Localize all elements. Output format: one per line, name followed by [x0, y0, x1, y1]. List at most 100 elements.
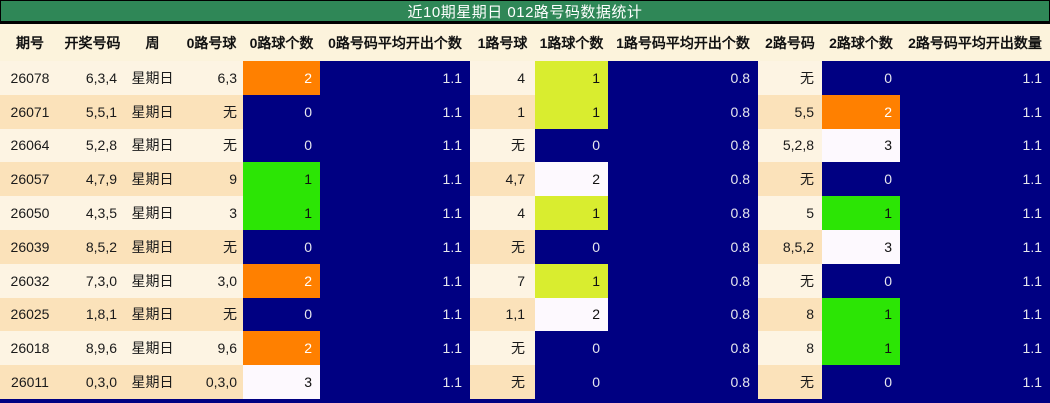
- cell-road1-count: 1: [535, 196, 608, 230]
- cell-weekday: 星期日: [131, 272, 174, 289]
- cell-road2-average: 1.1: [900, 61, 1050, 95]
- cell-road0-count: 2: [243, 263, 320, 298]
- column-header-road0-balls: 0路号球: [186, 34, 237, 51]
- column-header-road1-average: 1路号码平均开出个数: [616, 34, 750, 51]
- cell-road1-average: 0.8: [608, 61, 758, 95]
- cell-draw-numbers: 5,2,8: [85, 137, 117, 154]
- cell-road2-count: 0: [822, 365, 900, 399]
- column-header-road1-count: 1路球个数: [539, 34, 604, 51]
- table-row: 26057 4,7,9 星期日 9 1 1.1 4,7 2 0.8 无 0 1.1: [0, 162, 1050, 197]
- column-header-road2-average: 2路号码平均开出数量: [908, 34, 1042, 51]
- table-row: 26025 1,8,1 星期日无 0 1.1 1,1 2 0.8 8 1 1.1: [0, 297, 1050, 332]
- cell-road2-average: 1.1: [900, 331, 1050, 366]
- cell-road2-count: 1: [822, 297, 900, 332]
- cell-road0-balls: 9,6: [217, 340, 237, 357]
- cell-road2-average: 1.1: [900, 365, 1050, 399]
- cell-road0-count: 0: [243, 229, 320, 264]
- cell-road0-average: 1.1: [320, 297, 470, 332]
- table-row: 26018 8,9,6 星期日 9,6 2 1.1 无 0 0.8 8 1 1.1: [0, 331, 1050, 366]
- cell-draw-numbers: 6,3,4: [85, 69, 117, 86]
- column-header-road1-balls: 1路号球: [477, 34, 528, 51]
- cell-road1-average: 0.8: [608, 162, 758, 197]
- table-row: 26071 5,5,1 星期日无 0 1.1 1 1 0.8 5,5 2 1.1: [0, 94, 1050, 129]
- cell-road0-balls: 无: [223, 238, 237, 255]
- cell-road0-average: 1.1: [320, 331, 470, 366]
- cell-road1-balls: 1: [517, 103, 525, 120]
- cell-road2-average: 1.1: [900, 94, 1050, 129]
- cell-road0-balls: 6,3: [217, 69, 237, 86]
- cell-road1-average: 0.8: [608, 365, 758, 399]
- cell-weekday: 星期日: [131, 103, 174, 120]
- cell-road0-balls: 无: [223, 103, 237, 120]
- cell-road1-average: 0.8: [608, 229, 758, 264]
- cell-road0-balls: 无: [223, 137, 237, 154]
- cell-road1-count: 0: [535, 128, 608, 163]
- cell-road0-average: 1.1: [320, 365, 470, 399]
- cell-road2-balls: 无: [800, 171, 814, 188]
- cell-weekday: 星期日: [131, 238, 174, 255]
- cell-weekday: 星期日: [131, 374, 174, 391]
- column-header-weekday: 周: [145, 34, 160, 51]
- table-row: 26011 0,3,0 星期日 0,3,0 3 1.1 无 0 0.8 无 0 1.1: [0, 365, 1050, 399]
- cell-road2-average: 1.1: [900, 128, 1050, 163]
- cell-draw-numbers: 4,3,5: [85, 205, 117, 222]
- cell-period: 26025: [10, 306, 50, 323]
- cell-road0-count: 3: [243, 365, 320, 399]
- cell-road2-count: 1: [822, 196, 900, 230]
- cell-road2-balls: 8,5,2: [782, 238, 814, 255]
- cell-road2-balls: 8: [806, 340, 814, 357]
- cell-road1-balls: 无: [511, 374, 525, 391]
- cell-weekday: 星期日: [131, 69, 174, 86]
- cell-road0-average: 1.1: [320, 94, 470, 129]
- cell-road1-balls: 4,7: [505, 171, 525, 188]
- cell-draw-numbers: 4,7,9: [85, 171, 117, 188]
- cell-road1-count: 2: [535, 297, 608, 332]
- table-row: 26050 4,3,5 星期日 3 1 1.1 4 1 0.8 5 1 1.1: [0, 196, 1050, 230]
- cell-road1-average: 0.8: [608, 94, 758, 129]
- cell-period: 26011: [11, 374, 49, 391]
- cell-draw-numbers: 8,5,2: [85, 238, 117, 255]
- cell-road1-count: 1: [535, 61, 608, 95]
- column-header-road2-count: 2路球个数: [829, 34, 893, 51]
- cell-draw-numbers: 5,5,1: [85, 103, 117, 120]
- cell-weekday: 星期日: [131, 205, 174, 222]
- table-row: 26064 5,2,8 星期日无 0 1.1 无 0 0.8 5,2,8 3 1.1: [0, 128, 1050, 163]
- cell-road2-average: 1.1: [900, 162, 1050, 197]
- cell-weekday: 星期日: [131, 137, 174, 154]
- cell-road1-average: 0.8: [608, 196, 758, 230]
- cell-road0-average: 1.1: [320, 196, 470, 230]
- bottom-bar: [0, 399, 1050, 403]
- cell-road2-count: 2: [822, 94, 900, 129]
- cell-period: 26032: [10, 272, 50, 289]
- cell-road1-balls: 1,1: [505, 306, 525, 323]
- cell-road0-balls: 9: [229, 171, 237, 188]
- cell-road0-count: 2: [243, 331, 320, 366]
- cell-road0-average: 1.1: [320, 162, 470, 197]
- cell-road1-average: 0.8: [608, 263, 758, 298]
- cell-period: 26057: [10, 171, 50, 188]
- cell-weekday: 星期日: [131, 171, 174, 188]
- cell-draw-numbers: 1,8,1: [85, 306, 117, 323]
- cell-draw-numbers: 0,3,0: [85, 374, 117, 391]
- cell-road2-count: 3: [822, 229, 900, 264]
- cell-road0-count: 2: [243, 61, 320, 95]
- cell-road1-balls: 无: [511, 137, 525, 154]
- column-header-road0-count: 0路球个数: [249, 34, 314, 51]
- cell-road1-average: 0.8: [608, 331, 758, 366]
- cell-road1-count: 0: [535, 229, 608, 264]
- cell-weekday: 星期日: [131, 340, 174, 357]
- cell-road2-average: 1.1: [900, 297, 1050, 332]
- column-header-road2-balls: 2路号码: [765, 34, 815, 51]
- cell-road1-balls: 无: [511, 340, 525, 357]
- cell-road1-average: 0.8: [608, 128, 758, 163]
- cell-road2-balls: 5: [806, 205, 814, 222]
- cell-draw-numbers: 8,9,6: [85, 340, 117, 357]
- cell-period: 26050: [10, 205, 50, 222]
- cell-period: 26018: [10, 340, 50, 357]
- cell-road0-balls: 无: [223, 306, 237, 323]
- cell-road1-count: 0: [535, 331, 608, 366]
- cell-road1-average: 0.8: [608, 297, 758, 332]
- cell-road2-average: 1.1: [900, 263, 1050, 298]
- cell-draw-numbers: 7,3,0: [85, 272, 117, 289]
